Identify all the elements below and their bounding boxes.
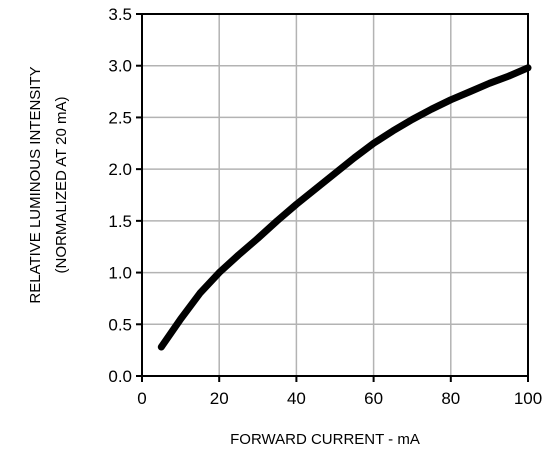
y-axis-sublabel: (NORMALIZED AT 20 mA) <box>53 97 70 274</box>
y-tick-labels: 0.0 0.5 1.0 1.5 2.0 2.5 3.0 3.5 <box>108 5 142 386</box>
x-tick-label: 80 <box>441 389 460 408</box>
y-tick-label: 0.0 <box>108 367 132 386</box>
y-tick-label: 0.5 <box>108 315 132 334</box>
y-tick-label: 3.0 <box>108 57 132 76</box>
y-tick-label: 1.0 <box>108 264 132 283</box>
x-tick-label: 20 <box>210 389 229 408</box>
plot-frame <box>141 13 529 377</box>
series-line <box>157 64 532 351</box>
x-tick-label: 0 <box>137 389 146 408</box>
y-tick-label: 1.5 <box>108 212 132 231</box>
y-tick-label: 2.0 <box>108 160 132 179</box>
y-tick-label: 2.5 <box>108 108 132 127</box>
grid-lines <box>141 13 529 377</box>
x-axis-label: FORWARD CURRENT - mA <box>230 431 420 448</box>
x-tick-label: 60 <box>364 389 383 408</box>
x-tick-label: 100 <box>514 389 542 408</box>
x-tick-label: 40 <box>287 389 306 408</box>
x-tick-labels: 0 20 40 60 80 100 <box>137 376 542 408</box>
y-axis-label: RELATIVE LUMINOUS INTENSITY <box>27 66 44 303</box>
y-tick-label: 3.5 <box>108 5 132 24</box>
